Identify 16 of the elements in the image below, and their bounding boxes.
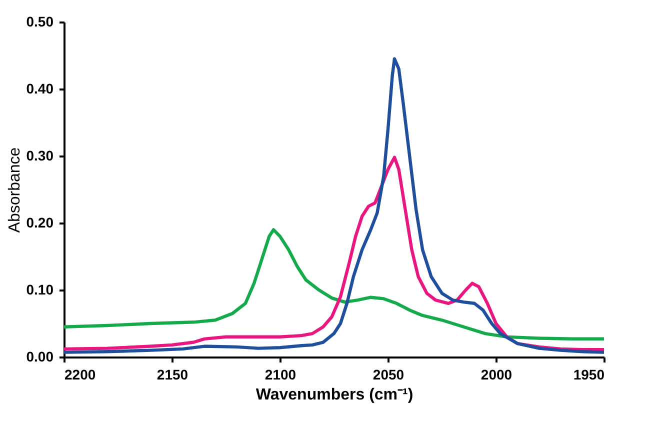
x-tick-label: 2100 [264,366,296,382]
y-tick-label: 0.30 [26,148,54,164]
x-tick-label: 2150 [156,366,188,382]
y-tick-label: 0.20 [26,214,54,230]
y-axis-title: Absorbance [6,147,24,233]
x-tick-label: 1950 [573,366,605,382]
y-tick-label: 0.40 [26,80,54,96]
line-series [64,57,604,354]
y-tick-label: 0.50 [26,14,54,30]
x-tick-label: 2200 [64,366,96,382]
x-tick-label: 2000 [480,366,512,382]
x-tick-label: 2050 [372,366,404,382]
y-tick-label: 0.10 [26,282,54,298]
y-tick-label: 0.00 [26,348,54,364]
line-series [64,228,604,341]
x-axis-title: Wavenumbers (cm⁻¹) [256,386,414,404]
